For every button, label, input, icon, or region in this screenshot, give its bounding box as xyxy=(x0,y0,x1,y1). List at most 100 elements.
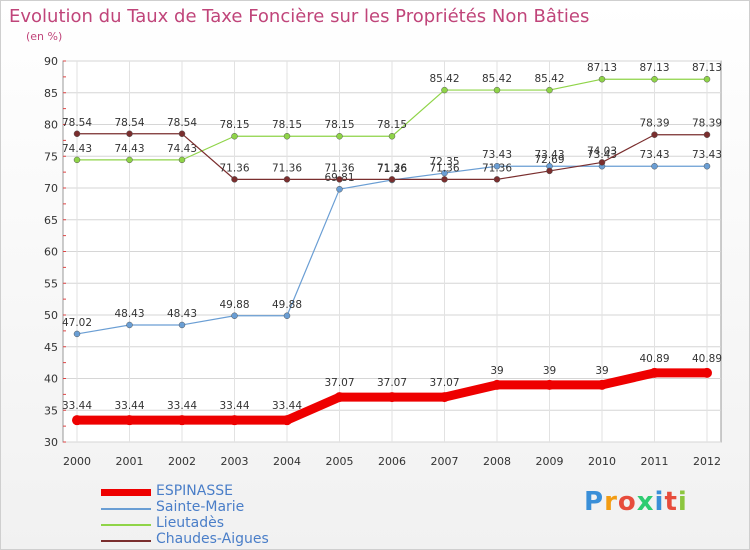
data-label: 40.89 xyxy=(692,353,722,365)
data-point xyxy=(387,392,397,403)
data-label: 78.15 xyxy=(272,119,302,131)
data-label: 48.43 xyxy=(167,308,197,320)
data-point xyxy=(493,86,501,94)
data-point xyxy=(598,159,606,166)
data-point xyxy=(231,312,238,320)
data-point xyxy=(73,156,81,164)
data-point xyxy=(441,169,448,177)
data-point xyxy=(702,367,712,378)
logo-letter: P xyxy=(584,487,605,517)
data-point xyxy=(178,156,186,164)
data-point xyxy=(334,392,345,403)
unit-label: (en %) xyxy=(26,30,63,43)
y-tick-label: 30 xyxy=(44,436,58,449)
data-label: 78.15 xyxy=(219,119,249,131)
data-label: 74.03 xyxy=(587,145,617,157)
x-tick-label: 2010 xyxy=(588,455,616,468)
data-label: 49.88 xyxy=(272,299,302,311)
legend-label: Lieutadès xyxy=(156,515,225,531)
x-tick-label: 2001 xyxy=(116,455,144,468)
data-label: 78.15 xyxy=(324,119,354,131)
data-label: 78.54 xyxy=(114,117,144,129)
legend-label: Sainte-Marie xyxy=(156,499,245,515)
x-tick-label: 2011 xyxy=(641,455,669,468)
data-point xyxy=(493,176,501,183)
data-label: 74.43 xyxy=(114,143,144,155)
data-point xyxy=(703,162,711,170)
y-tick-label: 65 xyxy=(44,214,58,227)
logo-letter: i xyxy=(677,487,688,517)
legend-swatch xyxy=(101,508,151,510)
legend-swatch xyxy=(101,524,151,526)
data-label: 85.42 xyxy=(429,73,459,85)
data-point xyxy=(178,130,186,138)
data-point xyxy=(388,176,396,183)
data-label: 85.42 xyxy=(534,73,564,85)
data-label: 39 xyxy=(490,365,503,377)
data-label: 72.35 xyxy=(429,156,459,168)
data-label: 33.44 xyxy=(62,400,92,412)
data-point xyxy=(493,162,501,170)
y-tick-label: 45 xyxy=(44,341,58,354)
data-point xyxy=(544,379,555,390)
y-tick-label: 55 xyxy=(44,277,58,290)
data-label: 87.13 xyxy=(587,62,617,74)
y-tick-label: 35 xyxy=(44,404,58,417)
data-point xyxy=(283,132,291,140)
data-point xyxy=(124,415,135,426)
data-point xyxy=(441,86,448,94)
data-label: 87.13 xyxy=(692,62,722,74)
data-point xyxy=(649,367,660,378)
data-point xyxy=(126,156,133,164)
legend-label: ESPINASSE xyxy=(156,483,233,499)
data-point xyxy=(439,392,450,403)
logo-letter: i xyxy=(654,487,665,517)
logo-letter: x xyxy=(636,487,655,517)
data-label: 71.36 xyxy=(377,162,407,174)
data-point xyxy=(703,131,711,138)
logo-letter: t xyxy=(664,487,678,517)
data-label: 33.44 xyxy=(272,400,302,412)
data-point xyxy=(703,75,711,83)
data-label: 85.42 xyxy=(482,73,512,85)
x-tick-label: 2005 xyxy=(326,455,354,468)
y-tick-label: 70 xyxy=(44,182,58,195)
y-tick-label: 50 xyxy=(44,309,58,322)
data-point xyxy=(73,330,81,338)
data-point xyxy=(178,321,186,329)
data-label: 71.36 xyxy=(272,162,302,174)
data-point xyxy=(651,162,658,170)
legend-swatch xyxy=(101,540,151,542)
data-label: 73.43 xyxy=(692,149,722,161)
data-label: 39 xyxy=(595,365,608,377)
data-point xyxy=(546,86,553,94)
data-point xyxy=(72,415,82,426)
data-point xyxy=(231,176,238,183)
data-label: 49.88 xyxy=(219,299,249,311)
data-label: 71.36 xyxy=(219,162,249,174)
data-label: 73.43 xyxy=(482,149,512,161)
data-point xyxy=(126,130,133,138)
legend-label: Chaudes-Aigues xyxy=(156,531,269,547)
chart-title: Evolution du Taux de Taxe Foncière sur l… xyxy=(9,6,590,27)
data-point xyxy=(177,415,187,426)
data-point xyxy=(229,415,240,426)
data-point xyxy=(126,321,133,329)
x-tick-label: 2003 xyxy=(221,455,249,468)
data-point xyxy=(441,176,448,183)
x-tick-label: 2000 xyxy=(63,455,91,468)
y-tick-label: 85 xyxy=(44,87,58,100)
data-label: 87.13 xyxy=(639,62,669,74)
data-label: 33.44 xyxy=(167,400,197,412)
x-tick-label: 2008 xyxy=(483,455,511,468)
data-point xyxy=(492,379,502,390)
x-tick-label: 2007 xyxy=(431,455,459,468)
data-point xyxy=(73,130,81,138)
data-point xyxy=(283,312,291,320)
data-label: 33.44 xyxy=(114,400,144,412)
data-label: 71.36 xyxy=(429,162,459,174)
x-tick-label: 2002 xyxy=(168,455,196,468)
data-label: 71.26 xyxy=(377,163,407,175)
data-label: 40.89 xyxy=(639,353,669,365)
